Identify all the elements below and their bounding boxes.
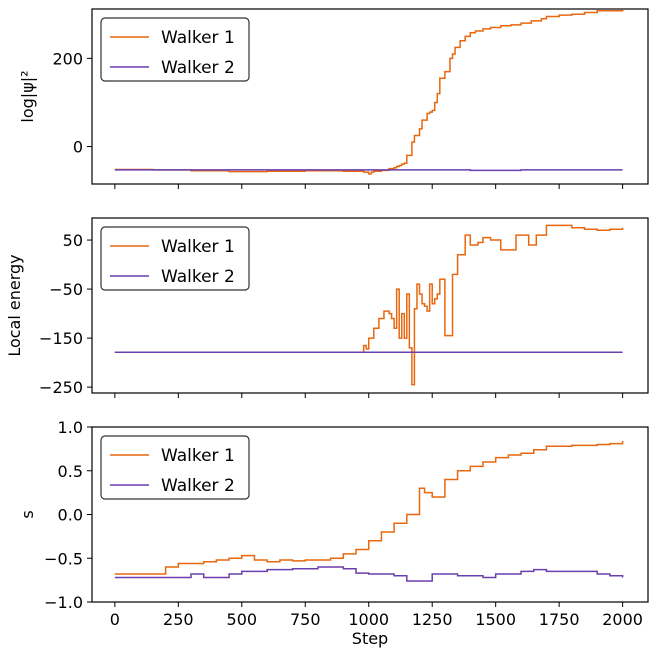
subplot-3: 1.0 0.5 0.0 −0.5 −1.0 0 250 500 750 1000 1250 1500 1…	[18, 418, 648, 648]
x-tick-label: 0	[110, 610, 120, 629]
legend-label: Walker 1	[161, 28, 235, 48]
x-tick-label: 1250	[412, 610, 453, 629]
x-tick-label: 750	[290, 610, 321, 629]
y-tick-label: −50	[49, 280, 83, 299]
legend-label: Walker 1	[161, 446, 235, 466]
y-tick-label: 50	[63, 231, 83, 250]
y-axis-label: log|ψ|²	[18, 70, 37, 122]
legend-label: Walker 2	[161, 58, 235, 78]
legend: Walker 1 Walker 2	[101, 436, 249, 499]
subplot-1: 0 200 log|ψ|² Walker 1 Walker 2	[18, 9, 648, 189]
y-tick-label: 0	[73, 138, 83, 157]
x-tick-label: 1750	[539, 610, 580, 629]
legend-label: Walker 2	[161, 267, 235, 287]
legend: Walker 1 Walker 2	[101, 18, 249, 81]
y-tick-label: −1.0	[44, 593, 83, 612]
y-axis-label: Local energy	[5, 254, 24, 356]
y-axis-label: s	[18, 510, 37, 518]
y-tick-label: 0.0	[58, 506, 83, 525]
legend-label: Walker 1	[161, 237, 235, 257]
y-tick-label: 0.5	[58, 462, 83, 481]
x-tick-label: 2000	[602, 610, 643, 629]
legend: Walker 1 Walker 2	[101, 227, 249, 290]
series-line-walker-2	[115, 567, 623, 581]
legend-label: Walker 2	[161, 476, 235, 496]
x-axis-label: Step	[352, 629, 388, 648]
y-tick-label: −0.5	[44, 549, 83, 568]
y-tick-label: −150	[39, 329, 83, 348]
y-tick-label: 200	[52, 49, 83, 68]
x-tick-label: 1000	[348, 610, 389, 629]
y-tick-label: −250	[39, 378, 83, 397]
y-tick-label: 1.0	[58, 418, 83, 437]
x-tick-label: 250	[163, 610, 194, 629]
x-tick-label: 500	[227, 610, 258, 629]
x-tick-label: 1500	[475, 610, 516, 629]
